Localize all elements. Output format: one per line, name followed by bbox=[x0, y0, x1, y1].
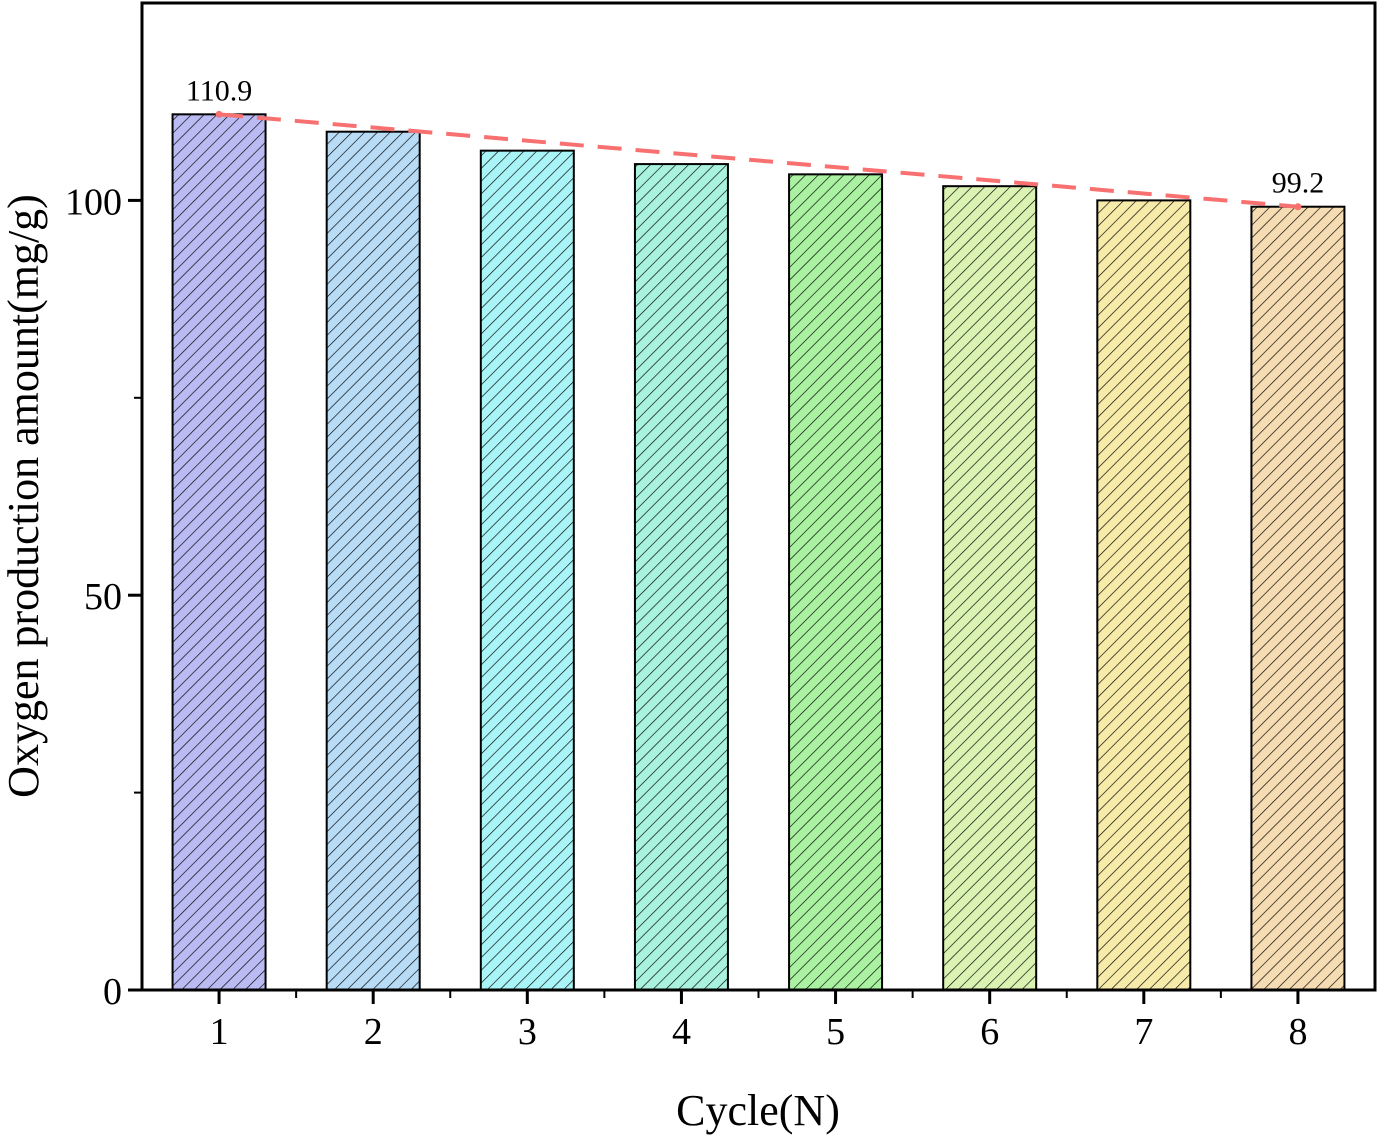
bar-2 bbox=[325, 130, 421, 992]
trend-end-point bbox=[1294, 203, 1302, 211]
x-tick-label: 6 bbox=[980, 1011, 999, 1053]
bar-hatch bbox=[1096, 199, 1192, 991]
x-tick-label: 3 bbox=[518, 1011, 537, 1053]
bar-8 bbox=[1250, 205, 1346, 991]
data-label: 99.2 bbox=[1272, 167, 1325, 200]
bar-4 bbox=[633, 163, 729, 991]
x-tick-label: 1 bbox=[210, 1011, 229, 1053]
y-tick-label: 50 bbox=[84, 576, 122, 618]
x-tick-label: 4 bbox=[672, 1011, 691, 1053]
x-axis-label: Cycle(N) bbox=[676, 1086, 840, 1135]
x-tick-label: 8 bbox=[1288, 1011, 1307, 1053]
bar-hatch bbox=[479, 149, 575, 991]
bar-hatch bbox=[942, 185, 1038, 991]
x-tick-label: 7 bbox=[1134, 1011, 1153, 1053]
data-label: 110.9 bbox=[186, 74, 252, 107]
bar-hatch bbox=[325, 130, 421, 992]
bar-7 bbox=[1096, 199, 1192, 991]
bar-3 bbox=[479, 149, 575, 991]
bar-5 bbox=[788, 173, 884, 991]
bar-hatch bbox=[633, 163, 729, 991]
bar-hatch bbox=[171, 113, 267, 991]
bar-6 bbox=[942, 185, 1038, 991]
y-axis-label: Oxygen production amount(mg/g) bbox=[0, 194, 48, 798]
trend-line bbox=[218, 112, 1299, 209]
x-tick-label: 5 bbox=[826, 1011, 845, 1053]
bar-hatch bbox=[1250, 205, 1346, 991]
trend-start-point bbox=[215, 110, 223, 118]
x-tick-label: 2 bbox=[364, 1011, 383, 1053]
bar-hatch bbox=[788, 173, 884, 991]
y-tick-label: 0 bbox=[103, 971, 122, 1013]
y-tick-label: 100 bbox=[65, 181, 122, 223]
bar-1 bbox=[171, 113, 267, 991]
